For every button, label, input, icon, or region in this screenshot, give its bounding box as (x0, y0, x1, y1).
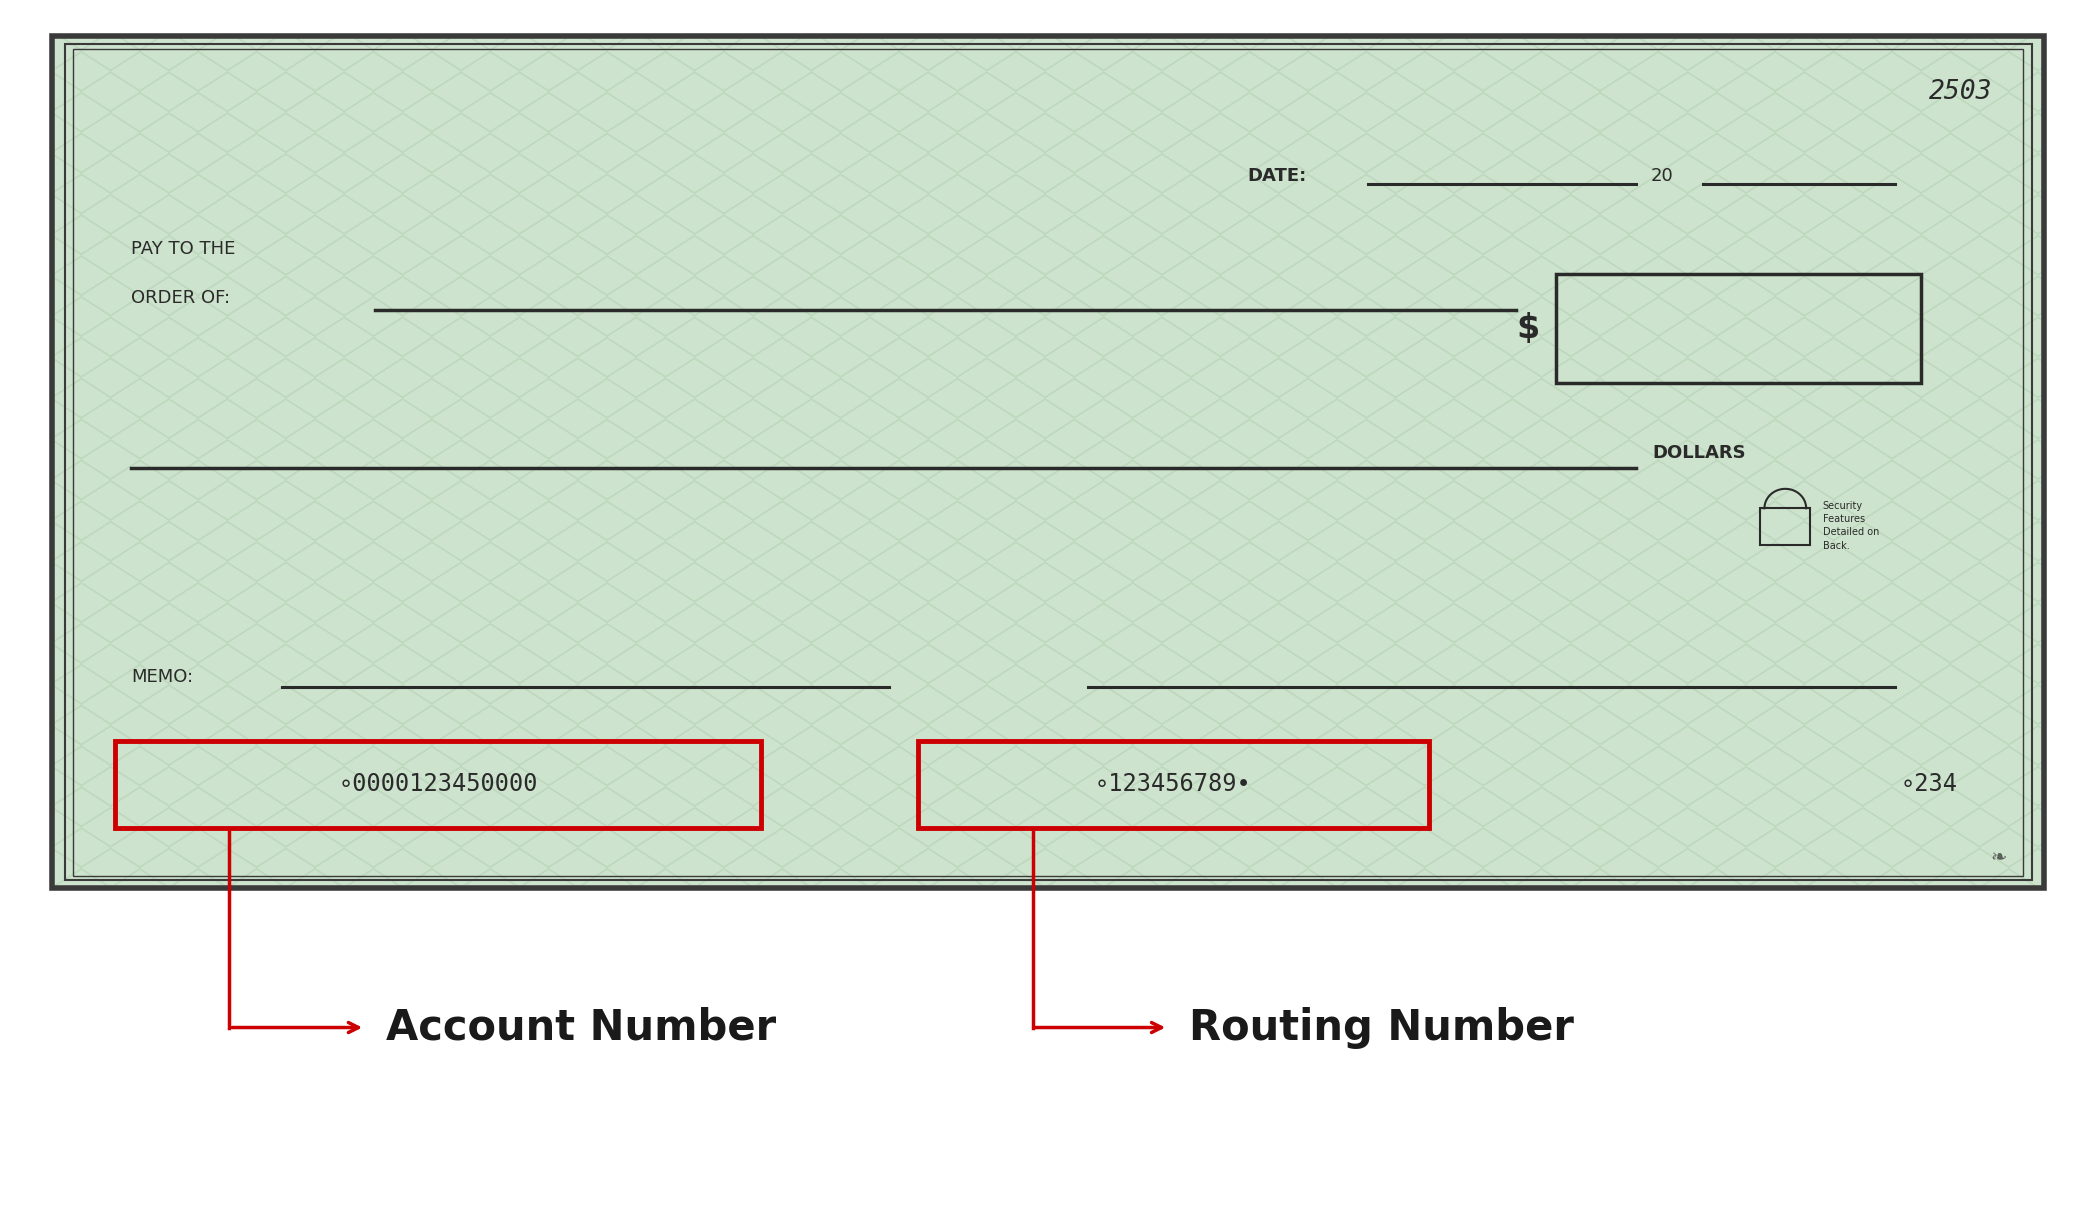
Text: Routing Number: Routing Number (1189, 1007, 1575, 1048)
Text: DOLLARS: DOLLARS (1652, 444, 1746, 462)
Bar (115, 741, 761, 828)
Text: ∘123456789∙: ∘123456789∙ (1095, 772, 1252, 796)
Text: ∘234: ∘234 (1900, 772, 1959, 796)
Bar (65, 44, 2032, 880)
Bar (0, 0, 52, 1216)
Text: $: $ (1517, 311, 1539, 345)
Bar (1761, 508, 1811, 545)
Text: PAY TO THE: PAY TO THE (131, 241, 236, 258)
Bar (73, 49, 2023, 876)
Bar (52, 36, 2044, 888)
Text: MEMO:: MEMO: (131, 669, 194, 686)
Text: ❧: ❧ (1990, 848, 2007, 867)
Text: Account Number: Account Number (386, 1007, 776, 1048)
Text: Security
Features
Detailed on
Back.: Security Features Detailed on Back. (1823, 501, 1879, 551)
Text: DATE:: DATE: (1247, 168, 1306, 185)
Bar (52, 0, 2044, 36)
Bar (918, 741, 1429, 828)
Text: 2503: 2503 (1930, 79, 1992, 105)
Text: ORDER OF:: ORDER OF: (131, 289, 232, 306)
Bar (52, 888, 2044, 1216)
Text: 20: 20 (1650, 168, 1673, 185)
Bar (52, 36, 2044, 888)
Bar (2044, 0, 2086, 1216)
Text: ∘0000123450000: ∘0000123450000 (338, 772, 538, 796)
Bar (1556, 274, 1921, 383)
